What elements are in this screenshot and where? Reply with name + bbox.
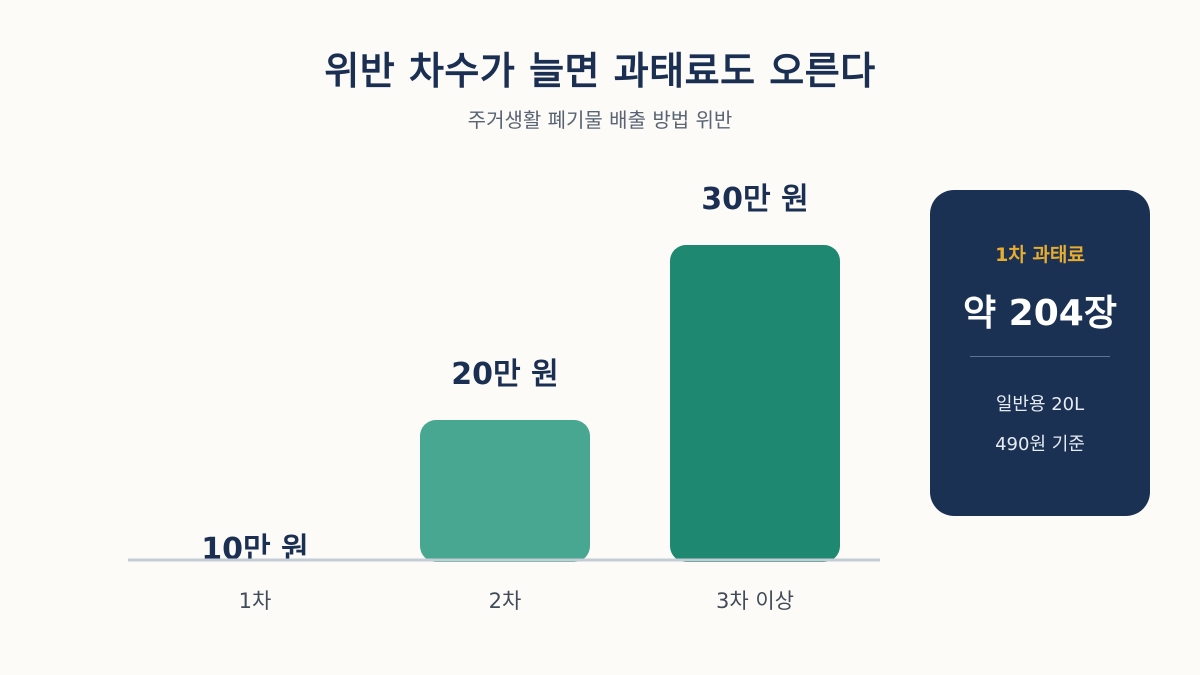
bar-value-label-1: 10만 원 (201, 532, 308, 567)
summary-card-value: 약 204장 (963, 293, 1117, 334)
page-subtitle: 주거생활 폐기물 배출 방법 위반 (467, 108, 733, 132)
bar-chart: 10만 원 1차 20만 원 2차 30만 원 3차 이상 (128, 182, 880, 613)
category-label-1: 1차 (239, 589, 272, 613)
bar-2 (420, 420, 590, 562)
summary-card-note-line1: 일반용 20L (995, 394, 1085, 415)
category-label-2: 2차 (489, 589, 522, 613)
page-title: 위반 차수가 늘면 과태료도 오른다 (324, 49, 876, 93)
summary-card-divider (970, 356, 1110, 357)
bar-value-label-3: 30만 원 (701, 182, 808, 217)
summary-card-note-line2: 490원 기준 (995, 434, 1085, 455)
category-label-3: 3차 이상 (716, 589, 794, 613)
bar-3 (670, 245, 840, 562)
summary-card-label: 1차 과태료 (995, 244, 1085, 266)
summary-card: 1차 과태료 약 204장 일반용 20L 490원 기준 (930, 190, 1150, 516)
bar-value-label-2: 20만 원 (451, 357, 558, 392)
